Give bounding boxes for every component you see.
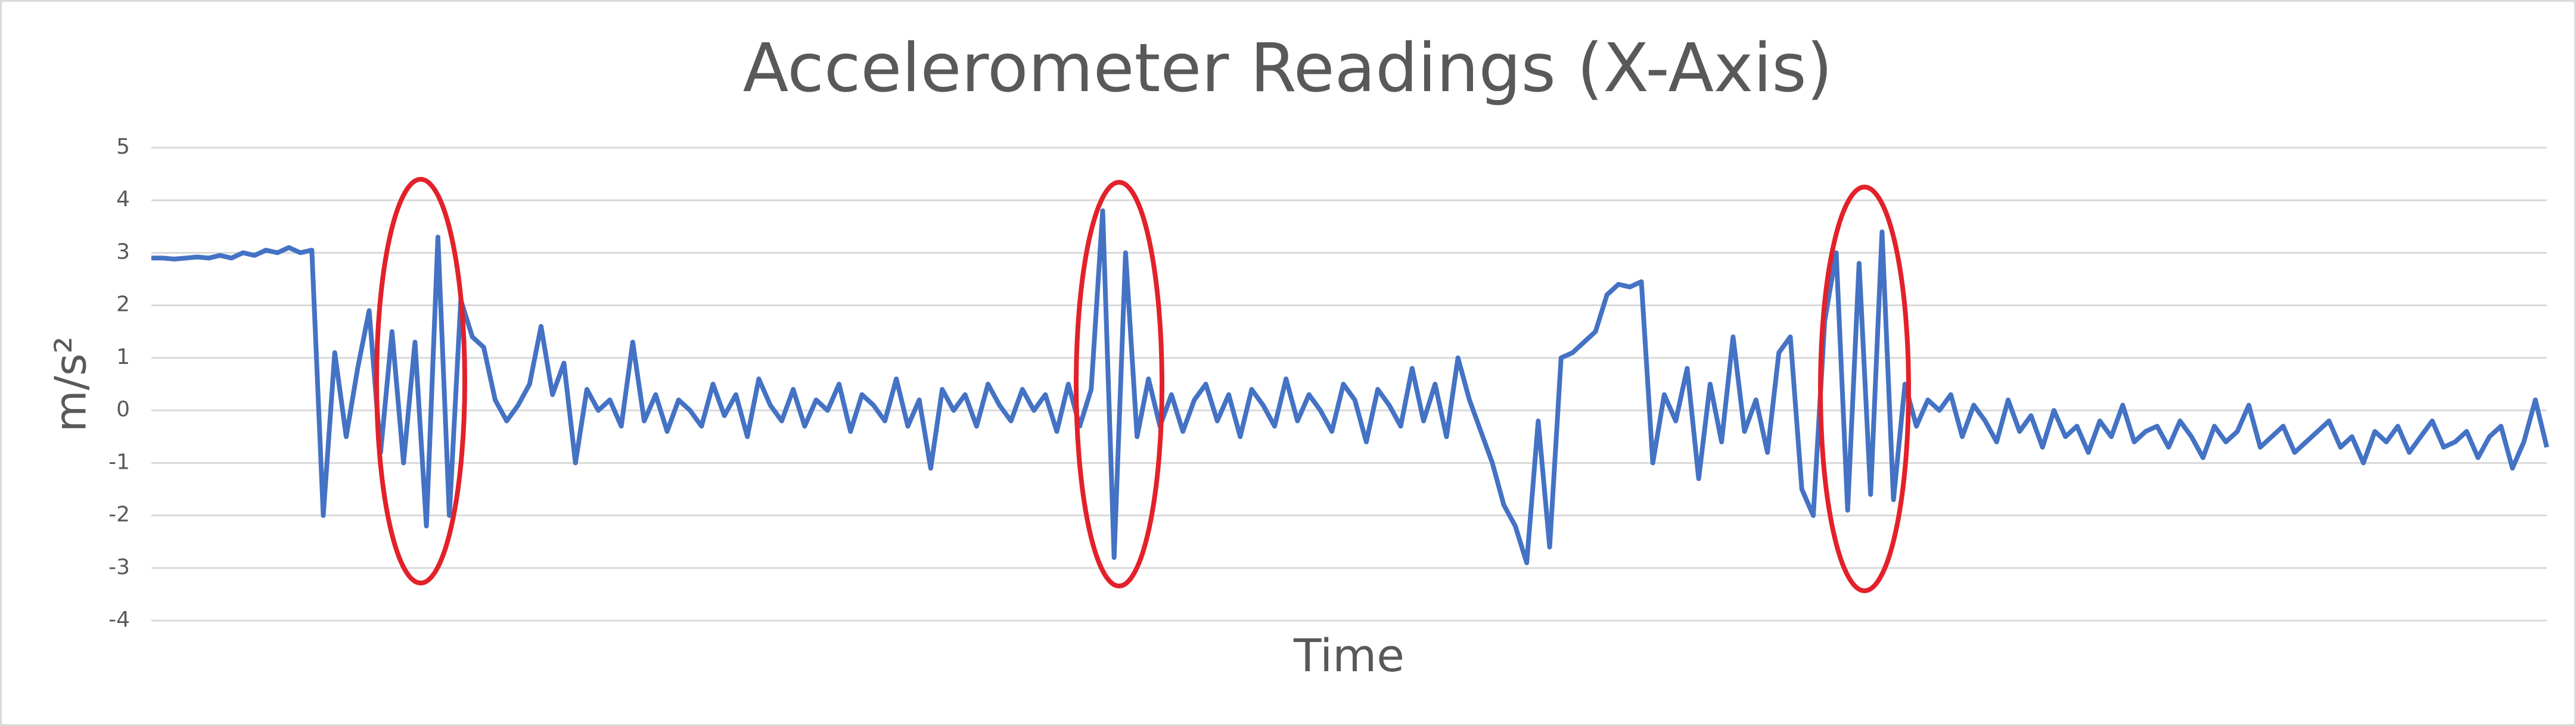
- y-tick-label: -2: [108, 503, 130, 527]
- y-tick-label: 1: [116, 345, 130, 369]
- data-line: [151, 208, 2549, 565]
- y-axis-label: m/s²: [46, 336, 96, 432]
- y-tick-label: -1: [108, 450, 130, 474]
- y-tick-label: 3: [116, 239, 130, 264]
- y-tick-label: 2: [116, 292, 130, 317]
- y-tick-label: 0: [116, 397, 130, 422]
- grid: -4 -3 -2 -1 0 1 2 3 4 5: [108, 135, 2547, 632]
- x-axis-label: Time: [1293, 629, 1404, 682]
- chart-title: Accelerometer Readings (X-Axis): [743, 30, 1833, 107]
- y-tick-label: 4: [116, 187, 130, 211]
- y-tick-label: -4: [108, 607, 130, 632]
- plot: [151, 208, 2549, 565]
- highlight-ellipse: [1074, 180, 1164, 588]
- highlight-ellipse: [1818, 185, 1911, 593]
- highlight-ellipse: [374, 177, 467, 585]
- y-tick-label: 5: [116, 135, 130, 159]
- y-tick-label: -3: [108, 555, 130, 579]
